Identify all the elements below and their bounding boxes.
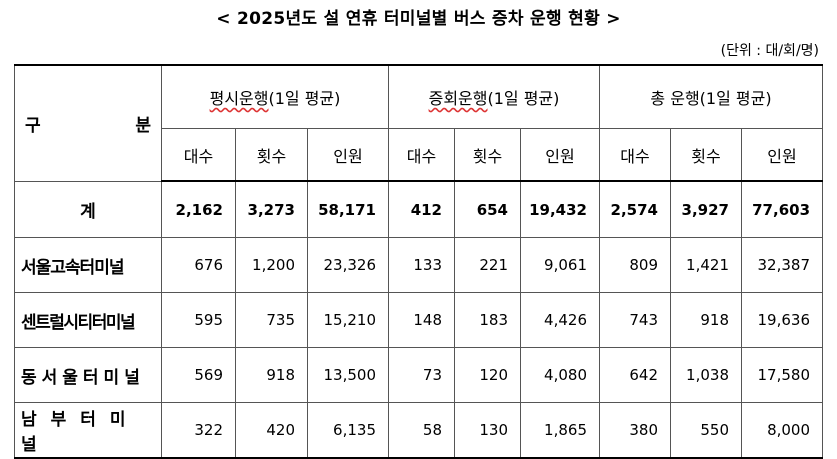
table-cell: 23,326 (307, 237, 389, 293)
group-sub: (1일 평균) (268, 89, 341, 108)
group-header-total: 총 운행(1일 평균) (598, 64, 824, 129)
subcol-header: 대수 (161, 128, 236, 182)
group-header-extra: 증회운행(1일 평균) (388, 64, 600, 129)
group-header-normal: 평시운행(1일 평균) (161, 64, 389, 129)
subcol-header: 대수 (388, 128, 455, 182)
table-cell: 120 (454, 347, 521, 403)
subcol-header: 대수 (599, 128, 671, 182)
table-cell: 6,135 (307, 402, 389, 459)
table-cell: 2,162 (161, 180, 236, 238)
group-main: 총 운행 (650, 89, 700, 108)
group-sub: (1일 평균) (487, 89, 560, 108)
table-cell: 73 (388, 347, 455, 403)
group-sub: (1일 평균) (699, 89, 772, 108)
table-cell: 77,603 (740, 180, 824, 238)
table-cell: 3,273 (235, 180, 308, 238)
subcol-header: 횟수 (235, 128, 308, 182)
row-label: 남부터미널 (14, 402, 162, 459)
table-row-total: 계 2,162 3,273 58,171 412 654 19,432 2,57… (14, 180, 824, 238)
table-cell: 32,387 (740, 237, 824, 293)
table-cell: 8,000 (740, 402, 824, 459)
table-cell: 654 (454, 180, 521, 238)
table-cell: 1,865 (520, 402, 600, 459)
table-cell: 642 (599, 347, 671, 403)
table-cell: 15,210 (307, 292, 389, 348)
unit-note: (단위 : 대/회/명) (720, 43, 819, 59)
table-cell: 148 (388, 292, 455, 348)
table-cell: 13,500 (307, 347, 389, 403)
table-cell: 676 (161, 237, 236, 293)
gubun-left: 구 (25, 115, 41, 136)
row-label: 동서울터미널 (14, 347, 162, 403)
table-cell: 420 (235, 402, 308, 459)
table-cell: 17,580 (740, 347, 824, 403)
row-label: 계 (14, 180, 162, 238)
row-label: 센트럴시티터미널 (14, 292, 162, 348)
table-cell: 19,636 (740, 292, 824, 348)
group-main: 평시운행 (209, 89, 269, 108)
table-cell: 569 (161, 347, 236, 403)
subcol-header: 인원 (520, 128, 600, 182)
table-cell: 412 (388, 180, 455, 238)
table-cell: 743 (599, 292, 671, 348)
table-cell: 380 (599, 402, 671, 459)
table-cell: 735 (235, 292, 308, 348)
gubun-header: 구 분 (14, 64, 162, 182)
table-row: 동서울터미널 569 918 13,500 73 120 4,080 642 1… (14, 347, 824, 403)
table-cell: 3,927 (670, 180, 742, 238)
gubun-right: 분 (135, 115, 151, 136)
table-cell: 9,061 (520, 237, 600, 293)
bus-stats-table: 구 분 평시운행(1일 평균) 증회운행(1일 평균) 총 운행(1일 평균) … (14, 64, 824, 459)
subcol-header: 인원 (740, 128, 824, 182)
table-cell: 58,171 (307, 180, 389, 238)
table-cell: 918 (235, 347, 308, 403)
table-cell: 322 (161, 402, 236, 459)
table-cell: 133 (388, 237, 455, 293)
table-cell: 2,574 (599, 180, 671, 238)
table-cell: 595 (161, 292, 236, 348)
table-cell: 1,421 (670, 237, 742, 293)
table-row: 센트럴시티터미널 595 735 15,210 148 183 4,426 74… (14, 292, 824, 348)
row-label: 서울고속터미널 (14, 237, 162, 293)
table-cell: 183 (454, 292, 521, 348)
table-row: 서울고속터미널 676 1,200 23,326 133 221 9,061 8… (14, 237, 824, 293)
page-title: < 2025년도 설 연휴 터미널별 버스 증차 운행 현황 > (216, 9, 621, 29)
table-cell: 4,426 (520, 292, 600, 348)
table-cell: 1,038 (670, 347, 742, 403)
subcol-header: 인원 (307, 128, 389, 182)
table-cell: 19,432 (520, 180, 600, 238)
table-row: 남부터미널 322 420 6,135 58 130 1,865 380 550… (14, 402, 824, 459)
table-cell: 221 (454, 237, 521, 293)
subcol-header: 횟수 (670, 128, 742, 182)
table-cell: 1,200 (235, 237, 308, 293)
subcol-header: 횟수 (454, 128, 521, 182)
table-cell: 809 (599, 237, 671, 293)
table-cell: 918 (670, 292, 742, 348)
table-cell: 4,080 (520, 347, 600, 403)
group-main: 증회운행 (428, 89, 488, 108)
